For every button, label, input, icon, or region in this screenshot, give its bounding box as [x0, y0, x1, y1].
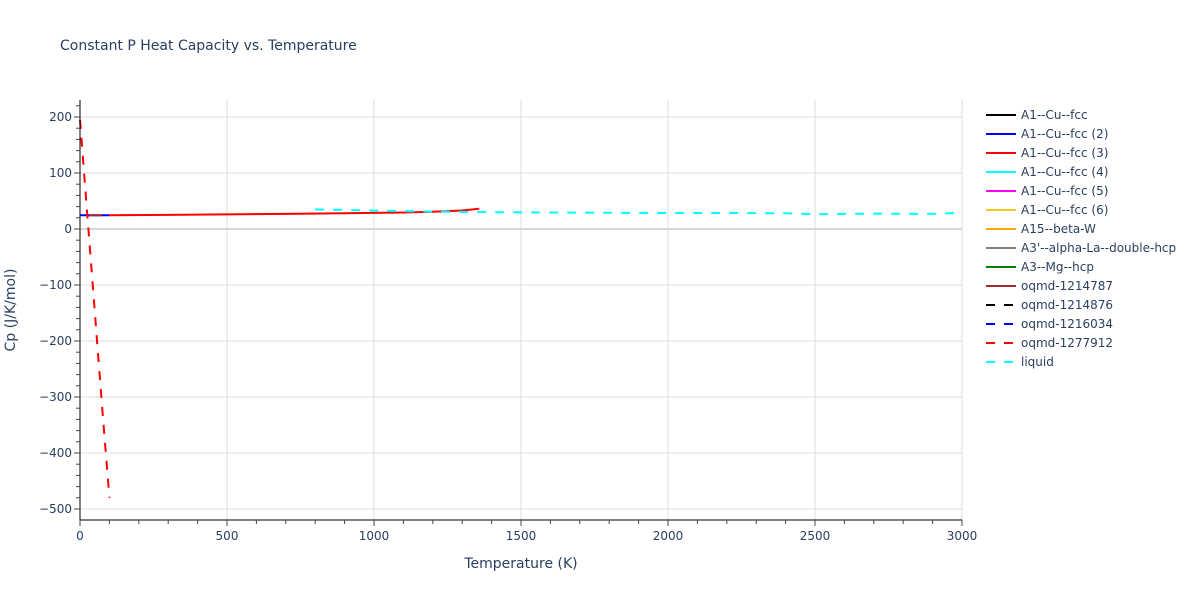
legend-label: oqmd-1277912 — [1021, 336, 1113, 350]
legend-item[interactable]: A3'--alpha-La--double-hcp — [986, 241, 1176, 255]
y-tick-label: −100 — [39, 278, 72, 292]
series-line — [79, 119, 111, 498]
legend-label: oqmd-1214787 — [1021, 279, 1113, 293]
x-tick-label: 2500 — [800, 529, 831, 543]
legend-label: A15--beta-W — [1021, 222, 1096, 236]
y-tick-label: 100 — [49, 166, 72, 180]
x-tick-label: 3000 — [947, 529, 978, 543]
legend-label: A1--Cu--fcc (3) — [1021, 146, 1108, 160]
x-axis-tick-labels: 0 500 1000 1500 2000 2500 3000 — [76, 529, 977, 543]
legend-item[interactable]: A1--Cu--fcc (2) — [986, 127, 1108, 141]
series-layer — [79, 119, 963, 498]
legend-item[interactable]: oqmd-1277912 — [986, 336, 1113, 350]
legend-item[interactable]: A1--Cu--fcc (5) — [986, 184, 1108, 198]
plot-area[interactable] — [74, 100, 963, 526]
legend-item[interactable]: A3--Mg--hcp — [986, 260, 1094, 274]
x-tick-label: 2000 — [653, 529, 684, 543]
grid-lines — [80, 100, 963, 520]
legend-label: A1--Cu--fcc (6) — [1021, 203, 1108, 217]
legend-item[interactable]: A1--Cu--fcc (3) — [986, 146, 1108, 160]
legend-label: A1--Cu--fcc — [1021, 108, 1088, 122]
axes — [74, 100, 963, 526]
legend-item[interactable]: A15--beta-W — [986, 222, 1096, 236]
legend-item[interactable]: A1--Cu--fcc — [986, 108, 1088, 122]
x-tick-label: 1000 — [359, 529, 390, 543]
chart-title: Constant P Heat Capacity vs. Temperature — [60, 38, 357, 54]
legend-item[interactable]: oqmd-1214876 — [986, 298, 1113, 312]
legend-item[interactable]: A1--Cu--fcc (6) — [986, 203, 1108, 217]
y-axis-tick-labels: 200 100 0 −100 −200 −300 −400 −500 — [39, 110, 72, 516]
x-tick-label: 0 — [76, 529, 84, 543]
legend-label: liquid — [1021, 355, 1054, 369]
y-tick-label: −400 — [39, 446, 72, 460]
legend-label: oqmd-1216034 — [1021, 317, 1113, 331]
legend-label: A3--Mg--hcp — [1021, 260, 1094, 274]
x-axis-title: Temperature (K) — [463, 556, 577, 572]
legend-label: A3'--alpha-La--double-hcp — [1021, 241, 1176, 255]
legend: A1--Cu--fcc A1--Cu--fcc (2) A1--Cu--fcc (3… — [986, 108, 1176, 369]
legend-label: oqmd-1214876 — [1021, 298, 1113, 312]
legend-label: A1--Cu--fcc (5) — [1021, 184, 1108, 198]
x-tick-label: 1500 — [506, 529, 537, 543]
legend-item[interactable]: A1--Cu--fcc (4) — [986, 165, 1108, 179]
legend-item[interactable]: oqmd-1214787 — [986, 279, 1113, 293]
legend-item[interactable]: liquid — [986, 355, 1054, 369]
y-tick-label: 200 — [49, 110, 72, 124]
legend-item[interactable]: oqmd-1216034 — [986, 317, 1113, 331]
y-axis-title: Cp (J/K/mol) — [3, 269, 19, 352]
legend-label: A1--Cu--fcc (4) — [1021, 165, 1108, 179]
x-tick-label: 500 — [216, 529, 239, 543]
y-tick-label: −200 — [39, 334, 72, 348]
series-line — [109, 207, 480, 217]
y-tick-label: 0 — [64, 222, 72, 236]
y-tick-label: −500 — [39, 502, 72, 516]
series-line — [315, 208, 963, 216]
y-tick-label: −300 — [39, 390, 72, 404]
legend-label: A1--Cu--fcc (2) — [1021, 127, 1108, 141]
